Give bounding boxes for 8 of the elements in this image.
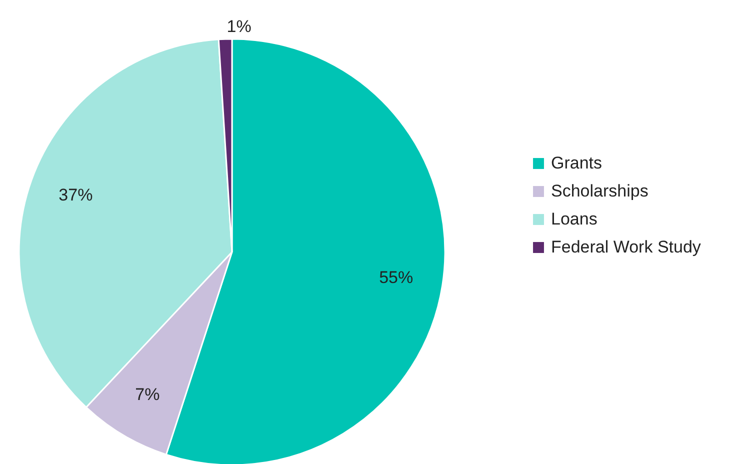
legend-label: Federal Work Study bbox=[551, 238, 702, 256]
data-label: 55% bbox=[379, 268, 414, 287]
legend-label: Scholarships bbox=[551, 182, 648, 200]
legend-label: Loans bbox=[551, 210, 598, 228]
data-label: 1% bbox=[226, 17, 252, 36]
data-label: 7% bbox=[135, 385, 160, 404]
legend-label: Grants bbox=[551, 154, 602, 172]
data-label: 37% bbox=[58, 186, 93, 205]
